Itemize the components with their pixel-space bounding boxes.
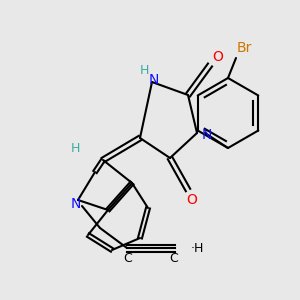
Text: C: C	[124, 251, 132, 265]
Text: H: H	[139, 64, 149, 76]
Text: O: O	[213, 50, 224, 64]
Text: ·H: ·H	[190, 242, 204, 256]
Text: O: O	[187, 193, 197, 207]
Text: N: N	[71, 197, 81, 211]
Text: C: C	[169, 251, 178, 265]
Text: H: H	[70, 142, 80, 154]
Text: Br: Br	[236, 41, 252, 55]
Text: N: N	[202, 128, 212, 142]
Text: N: N	[149, 73, 159, 87]
